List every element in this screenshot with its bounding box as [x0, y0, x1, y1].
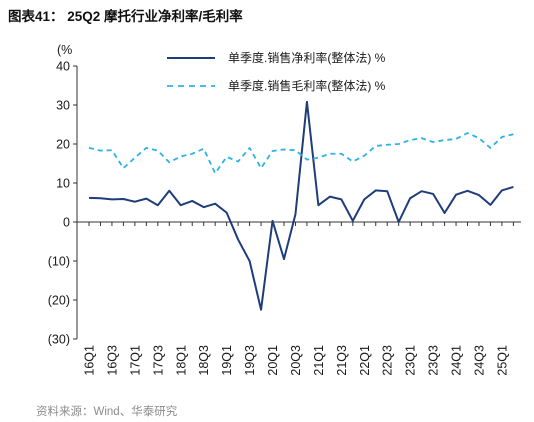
x-tick-label: 21Q1	[312, 345, 326, 376]
x-tick-label: 24Q3	[472, 345, 486, 376]
y-tick-label: (20)	[48, 294, 70, 308]
legend-label-gross-margin: 单季度.销售毛利率(整体法) %	[228, 78, 386, 93]
y-tick-label: 10	[56, 177, 70, 191]
x-tick-label: 16Q1	[83, 345, 97, 376]
y-tick-label: (10)	[48, 255, 70, 269]
y-tick-label: 40	[56, 60, 70, 74]
x-tick-label: 23Q1	[404, 345, 418, 376]
y-tick-label: 0	[63, 216, 70, 230]
x-tick-label: 18Q3	[197, 345, 211, 376]
x-tick-label: 23Q3	[427, 345, 441, 376]
source-note: 资料来源：Wind、华泰研究	[36, 406, 178, 418]
y-tick-label: 20	[56, 138, 70, 152]
x-tick-label: 19Q3	[243, 345, 257, 376]
y-tick-label: (30)	[48, 333, 70, 347]
x-tick-label: 19Q1	[220, 345, 234, 376]
axes: (% 40 30 20 10 0 (10) (20) (30) 16Q1 16Q3 17Q1 17Q3 1…	[48, 43, 521, 376]
x-tick-label: 16Q3	[105, 345, 119, 376]
x-tick-label: 22Q3	[381, 345, 395, 376]
x-tick-label: 21Q3	[335, 345, 349, 376]
series-line-net-margin	[88, 100, 514, 311]
x-tick-label: 18Q1	[174, 345, 188, 376]
series-line-gross-margin	[88, 132, 514, 175]
y-axis-label: (%	[57, 43, 72, 57]
chart-title: 图表41： 25Q2 摩托行业净利率/毛利率	[8, 9, 243, 24]
x-tick-label: 25Q1	[495, 345, 509, 376]
y-tick-label: 30	[56, 99, 70, 113]
x-tick-label: 17Q1	[128, 345, 142, 376]
legend: 单季度.销售净利率(整体法) % 单季度.销售毛利率(整体法) %	[167, 50, 386, 93]
x-tick-label: 24Q1	[450, 345, 464, 376]
legend-label-net-margin: 单季度.销售净利率(整体法) %	[228, 50, 386, 65]
x-tick-label: 20Q3	[289, 345, 303, 376]
x-tick-label: 17Q3	[151, 345, 165, 376]
series-layer	[88, 100, 514, 311]
x-tick-label: 20Q1	[266, 345, 280, 376]
x-tick-label: 22Q1	[358, 345, 372, 376]
